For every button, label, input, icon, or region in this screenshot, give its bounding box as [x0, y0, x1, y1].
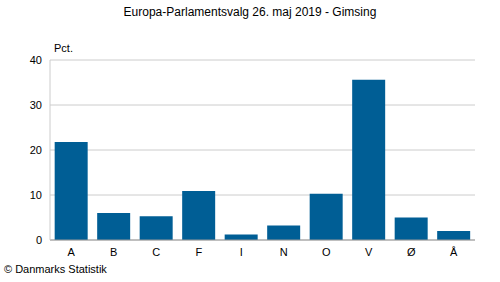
svg-text:0: 0	[36, 234, 42, 246]
svg-text:C: C	[152, 246, 160, 258]
svg-text:20: 20	[30, 144, 42, 156]
svg-text:N: N	[280, 246, 288, 258]
svg-text:O: O	[322, 246, 331, 258]
svg-text:40: 40	[30, 54, 42, 66]
svg-text:A: A	[68, 246, 76, 258]
svg-text:30: 30	[30, 99, 42, 111]
svg-text:F: F	[195, 246, 202, 258]
html-text:Pct.: Pct.	[54, 42, 73, 54]
svg-text:I: I	[240, 246, 243, 258]
svg-text:Ø: Ø	[407, 246, 416, 258]
svg-text:10: 10	[30, 189, 42, 201]
html-text:Europa-Parlamentsvalg 26. maj: Europa-Parlamentsvalg 26. maj 2019 - Gim…	[123, 5, 377, 19]
svg-text:V: V	[365, 246, 373, 258]
svg-text:B: B	[110, 246, 117, 258]
svg-text:Å: Å	[450, 246, 458, 258]
html-text:© Danmarks Statistik: © Danmarks Statistik	[4, 263, 107, 275]
